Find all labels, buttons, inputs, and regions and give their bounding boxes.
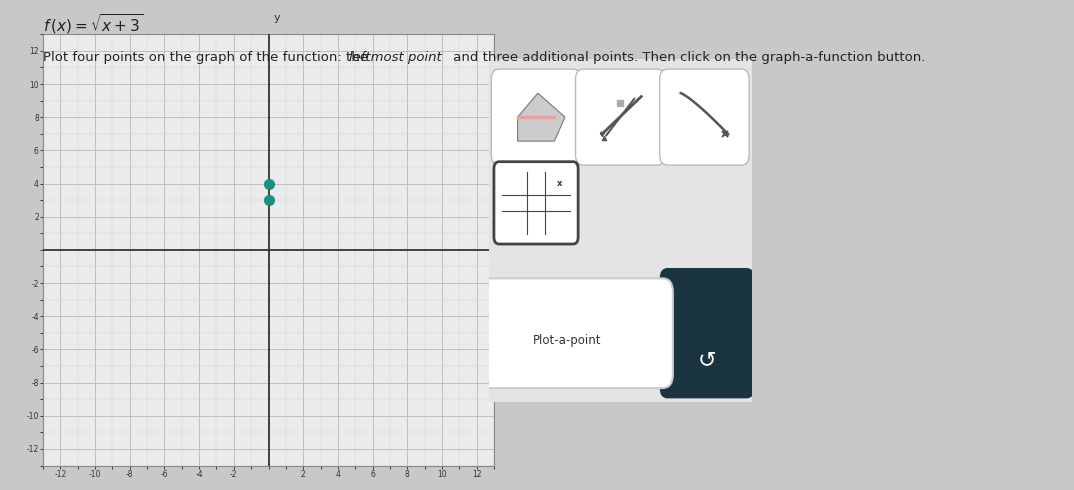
Text: leftmost point: leftmost point [349, 51, 441, 65]
FancyBboxPatch shape [491, 69, 581, 165]
Text: x: x [510, 238, 517, 248]
Text: y: y [274, 13, 280, 23]
Text: $f\,(x)=\sqrt{x+3}$: $f\,(x)=\sqrt{x+3}$ [43, 12, 143, 36]
FancyBboxPatch shape [659, 268, 754, 398]
FancyBboxPatch shape [494, 162, 578, 244]
FancyBboxPatch shape [473, 278, 672, 388]
FancyBboxPatch shape [478, 45, 763, 416]
Text: x: x [557, 179, 563, 188]
FancyBboxPatch shape [576, 69, 665, 165]
Text: Plot four points on the graph of the function: the: Plot four points on the graph of the fun… [43, 51, 373, 65]
FancyBboxPatch shape [659, 69, 750, 165]
Text: and three additional points. Then click on the graph-a-function button.: and three additional points. Then click … [449, 51, 926, 65]
Text: ↺: ↺ [698, 351, 716, 370]
Text: Plot-a-point: Plot-a-point [534, 334, 601, 346]
Polygon shape [518, 93, 565, 141]
